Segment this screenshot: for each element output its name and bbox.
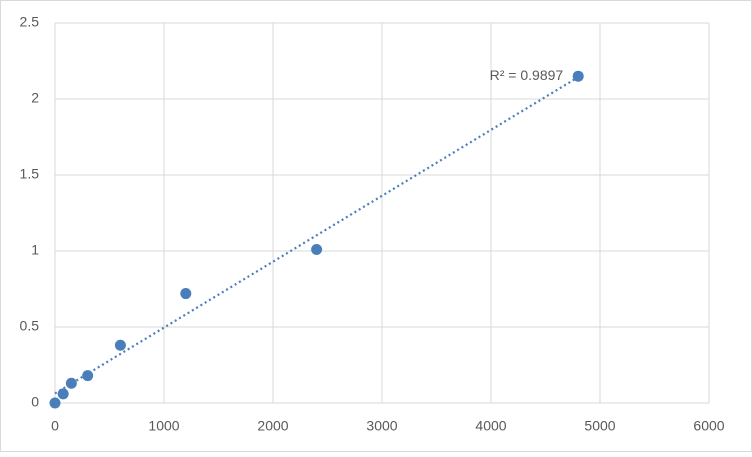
y-tick-label: 2.5 xyxy=(20,14,40,30)
x-tick-label: 3000 xyxy=(366,418,397,434)
y-tick-label: 1 xyxy=(31,242,39,258)
point xyxy=(180,288,192,300)
point xyxy=(311,243,323,255)
point xyxy=(82,370,94,382)
y-tick-label: 0 xyxy=(31,394,39,410)
trendline xyxy=(54,76,579,395)
x-tick-label: 5000 xyxy=(584,418,615,434)
x-tick-label: 0 xyxy=(51,418,59,434)
y-tick-label: 1.5 xyxy=(20,166,40,182)
point xyxy=(65,377,77,389)
point xyxy=(572,70,584,82)
point xyxy=(49,397,61,409)
x-tick-label: 6000 xyxy=(693,418,724,434)
y-tick-label: 2 xyxy=(31,90,39,106)
y-tick-label: 0.5 xyxy=(20,318,40,334)
point xyxy=(114,339,126,351)
point xyxy=(57,388,69,400)
x-tick-label: 4000 xyxy=(475,418,506,434)
x-tick-label: 2000 xyxy=(257,418,288,434)
x-tick-label: 1000 xyxy=(148,418,179,434)
annotation: R² = 0.9897 xyxy=(490,67,564,83)
